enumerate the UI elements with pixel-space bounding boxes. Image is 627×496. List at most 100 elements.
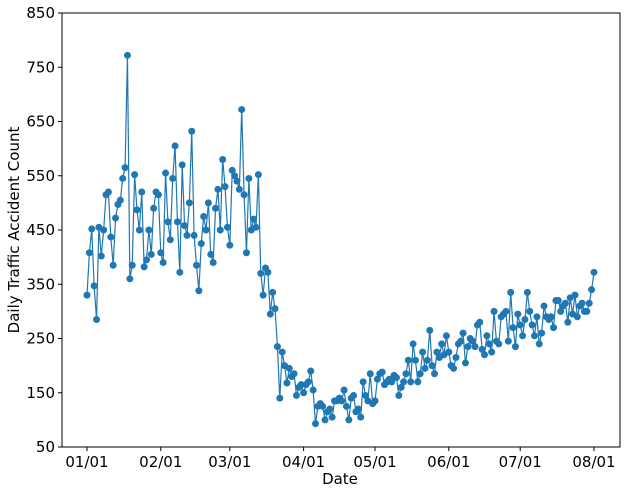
data-point: [414, 378, 422, 386]
data-point: [285, 364, 293, 372]
data-point: [304, 378, 312, 386]
data-point: [138, 188, 146, 196]
data-point: [409, 340, 417, 348]
data-point: [83, 291, 91, 299]
data-point: [283, 379, 291, 387]
data-point: [402, 370, 410, 378]
data-point: [481, 351, 489, 359]
data-point: [400, 378, 408, 386]
data-point: [366, 370, 374, 378]
y-axis-label: Daily Traffic Accident Count: [5, 127, 23, 334]
data-point: [504, 337, 512, 345]
data-point: [212, 204, 220, 212]
data-point: [188, 127, 196, 135]
data-point: [245, 174, 253, 182]
data-point: [309, 386, 317, 394]
data-point: [204, 199, 212, 207]
data-point: [340, 386, 348, 394]
data-point: [421, 364, 429, 372]
data-line: [86, 55, 595, 424]
data-point: [571, 291, 579, 299]
data-point: [140, 263, 148, 271]
data-point: [85, 249, 93, 257]
data-point: [495, 340, 503, 348]
data-point: [150, 204, 158, 212]
data-point: [528, 321, 536, 329]
data-point: [93, 316, 101, 324]
data-point: [254, 171, 262, 179]
data-point: [185, 199, 193, 207]
data-point: [397, 383, 405, 391]
data-point: [373, 375, 381, 383]
data-point: [207, 250, 215, 258]
data-point: [392, 374, 400, 382]
data-point: [107, 233, 115, 241]
data-point: [535, 340, 543, 348]
data-point: [257, 269, 265, 277]
data-point: [469, 337, 477, 345]
data-point: [433, 348, 441, 356]
data-point: [121, 164, 129, 172]
data-point: [166, 236, 174, 244]
data-point: [521, 316, 529, 324]
data-point: [181, 222, 189, 230]
y-tick-label: 50: [36, 438, 55, 456]
data-point: [109, 261, 117, 269]
data-point: [378, 368, 386, 376]
data-point: [223, 223, 231, 231]
x-tick-label: 04/01: [282, 453, 325, 471]
data-point: [502, 307, 510, 315]
data-point: [585, 299, 593, 307]
data-point: [290, 370, 298, 378]
data-point: [321, 416, 329, 424]
data-point: [359, 378, 367, 386]
data-point: [511, 343, 519, 351]
data-point: [200, 212, 208, 220]
data-point: [319, 402, 327, 410]
data-point: [88, 225, 96, 233]
y-tick-label: 450: [26, 221, 55, 239]
data-point: [278, 348, 286, 356]
data-point: [183, 231, 191, 239]
y-tick-label: 350: [26, 275, 55, 293]
data-point: [450, 364, 458, 372]
data-point: [476, 318, 484, 326]
data-point: [519, 332, 527, 340]
y-tick-label: 550: [26, 167, 55, 185]
data-point: [590, 268, 598, 276]
data-point: [488, 348, 496, 356]
data-point: [442, 332, 450, 340]
data-point: [195, 287, 203, 295]
data-point: [116, 196, 124, 204]
data-point: [350, 391, 358, 399]
data-point: [514, 310, 522, 318]
data-point: [219, 155, 227, 163]
data-point: [157, 249, 165, 257]
data-point: [133, 206, 141, 214]
x-tick-label: 08/01: [572, 453, 615, 471]
data-point: [307, 367, 315, 375]
data-point: [416, 370, 424, 378]
data-point: [259, 291, 267, 299]
data-point: [431, 370, 439, 378]
data-point: [507, 288, 515, 296]
data-point: [238, 106, 246, 114]
data-point: [250, 215, 258, 223]
data-point: [162, 169, 170, 177]
data-point: [143, 256, 151, 264]
data-point: [459, 329, 467, 337]
data-point: [540, 302, 548, 310]
x-tick-label: 01/01: [65, 453, 108, 471]
data-point: [588, 286, 596, 294]
data-point: [578, 299, 586, 307]
data-point: [533, 313, 541, 321]
x-tick-label: 07/01: [499, 453, 542, 471]
data-point: [357, 413, 365, 421]
data-point: [154, 191, 162, 199]
data-point: [104, 188, 112, 196]
data-point: [573, 313, 581, 321]
data-point: [131, 171, 139, 179]
data-point: [312, 420, 320, 428]
x-axis-label: Date: [322, 470, 358, 488]
